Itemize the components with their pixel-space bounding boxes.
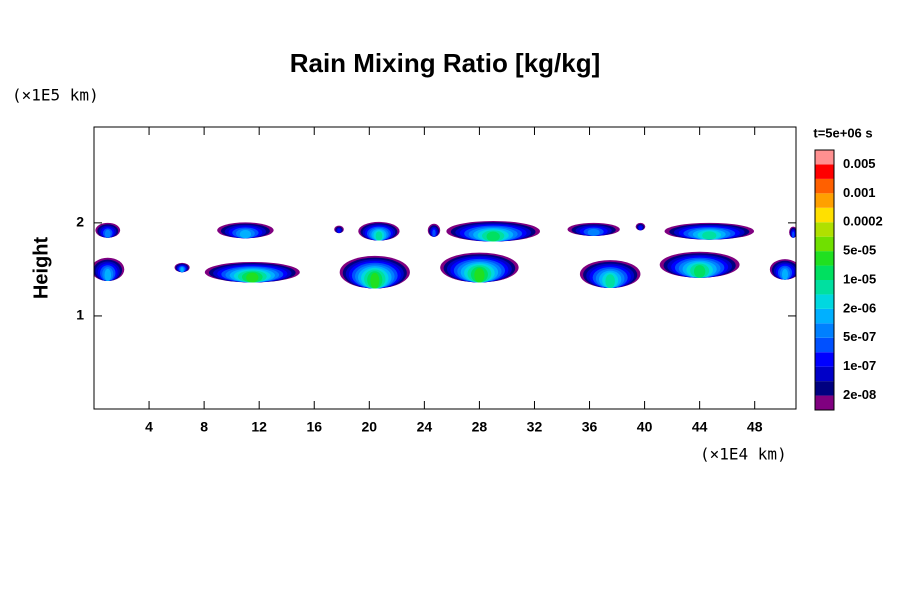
colorbar-swatch [815,337,834,353]
x-tick-label: 36 [582,419,598,435]
contour-region [432,229,436,237]
x-tick-label: 28 [472,419,488,435]
x-tick-label: 32 [527,419,543,435]
colorbar-label: 2e-06 [843,300,876,315]
colorbar-swatch [815,294,834,309]
colorbar-swatch [815,352,834,367]
chart-title: Rain Mixing Ratio [kg/kg] [290,48,601,78]
x-tick-label: 16 [306,419,322,435]
y-axis-label: Height [30,237,52,300]
contour-region [104,268,112,282]
plot-frame [93,126,797,410]
contour-region [239,229,252,239]
colorbar-swatch [815,222,834,237]
x-tick-label: 40 [637,419,653,435]
contour-region [486,231,500,242]
contour-region [246,272,259,283]
colorbar-label: 0.001 [843,185,876,200]
x-tick-label: 20 [362,419,378,435]
colorbar-swatch [815,207,834,223]
contour-region [781,268,789,280]
colorbar-swatch [815,236,834,252]
colorbar-swatch [815,150,834,165]
colorbar-swatch [815,251,834,266]
y-tick-label: 2 [76,214,84,230]
time-label: t=5e+06 s [813,125,872,140]
colorbar-swatch [815,381,834,396]
contour-region [702,231,717,240]
contour-region [370,272,380,289]
contour-region [638,225,643,231]
colorbar-swatch [815,308,834,324]
y-tick-label: 1 [76,307,84,323]
colorbar-label: 0.005 [843,156,876,171]
y-unit: (×1E5 km) [12,86,99,105]
colorbar-swatch [815,366,834,382]
x-tick-label: 4 [145,419,153,435]
x-tick-label: 44 [692,419,708,435]
contour-region [104,229,111,238]
x-unit: (×1E4 km) [700,445,787,464]
contour-region [180,267,184,273]
contour-region [337,228,341,234]
contour-region [605,274,615,289]
x-tick-label: 24 [417,419,433,435]
x-tick-label: 8 [200,419,208,435]
colorbar-swatch [815,178,834,194]
contour-region [474,268,485,283]
colorbar-label: 5e-05 [843,243,876,258]
contour-region [587,228,600,236]
colorbar-label: 5e-07 [843,329,876,344]
contour-field [94,221,796,289]
x-tick-label: 48 [747,419,763,435]
colorbar-swatch [815,193,834,208]
colorbar-label: 0.0002 [843,214,883,229]
colorbar-label: 1e-07 [843,358,876,373]
colorbar-label: 2e-08 [843,387,876,402]
colorbar-swatch [815,164,834,179]
contour-region [693,265,706,278]
colorbar-frame [814,149,835,411]
colorbar-swatch [815,265,834,280]
colorbar-label: 1e-05 [843,271,876,286]
colorbar-swatch [815,395,834,410]
x-tick-label: 12 [251,419,267,435]
contour-region [792,231,795,238]
contour-region [375,231,383,241]
colorbar-swatch [815,280,834,295]
colorbar-swatch [815,323,834,338]
